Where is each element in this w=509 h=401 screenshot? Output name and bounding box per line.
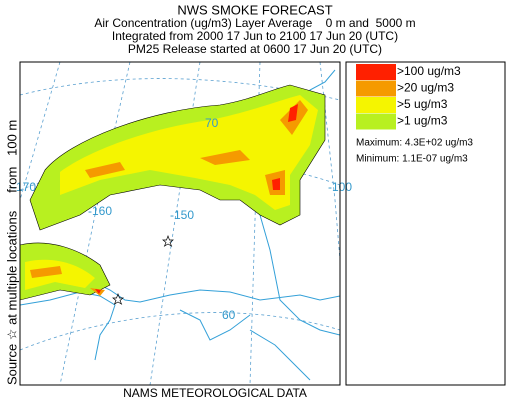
- title: NWS SMOKE FORECAST: [177, 2, 332, 17]
- legend-label: >100 ug/m3: [397, 64, 461, 78]
- graticule: [149, 62, 201, 385]
- source-marker: [162, 235, 174, 247]
- legend-label: >20 ug/m3: [397, 81, 454, 95]
- legend: Maximum: 4.3E+02 ug/m3 Minimum: 1.1E-07 …: [345, 61, 506, 386]
- map: 70 -170 -160 -150 -100 60: [12, 61, 352, 386]
- legend-label: >1 ug/m3: [397, 114, 448, 128]
- subtitle: Air Concentration (ug/m3) Layer Average …: [94, 16, 415, 30]
- graticule: [20, 312, 340, 351]
- smoke-plume: [25, 259, 95, 290]
- graticule-label: 60: [222, 308, 236, 322]
- graticule: [59, 62, 131, 385]
- source-label: Source ☆ at multiple locations from 100 …: [4, 120, 19, 385]
- graticule: [319, 62, 340, 261]
- coastline: [20, 291, 116, 361]
- graticule-label: -150: [170, 208, 194, 222]
- legend-swatch: [356, 113, 396, 130]
- graticule-label: -170: [12, 180, 36, 194]
- coastline: [249, 329, 311, 381]
- source-marker: [112, 293, 124, 305]
- smoke-plume: [60, 95, 318, 210]
- graticule: [249, 62, 261, 385]
- legend-swatch: [356, 80, 396, 97]
- minimum: Minimum: 1.1E-07 ug/m3: [356, 154, 468, 165]
- legend-swatch: [356, 64, 396, 80]
- graticule-label: -160: [88, 204, 112, 218]
- graticule-label: 70: [205, 116, 219, 130]
- legend-frame: [345, 61, 506, 386]
- coastline: [259, 214, 340, 336]
- subtitle: PM25 Release started at 0600 17 Jun 20 (…: [128, 42, 382, 56]
- legend-label: >5 ug/m3: [397, 97, 448, 111]
- footer: NAMS METEOROLOGICAL DATA: [123, 386, 307, 400]
- subtitle: Integrated from 2000 17 Jun to 2100 17 J…: [112, 29, 398, 43]
- coastline: [179, 309, 251, 341]
- map-frame: [19, 61, 341, 386]
- maximum: Maximum: 4.3E+02 ug/m3: [356, 138, 473, 149]
- legend-swatch: [356, 97, 396, 113]
